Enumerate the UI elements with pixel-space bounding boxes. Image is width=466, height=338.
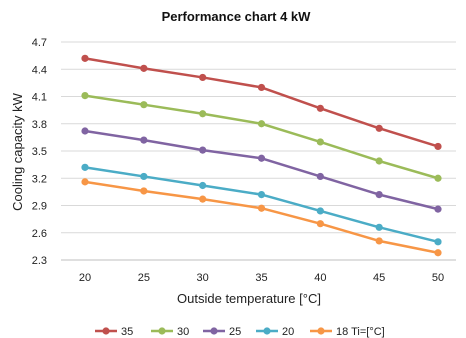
- x-tick-label: 40: [314, 272, 326, 284]
- series-2: [81, 127, 442, 213]
- y-tick-label: 4.1: [32, 92, 47, 104]
- data-point: [316, 220, 324, 228]
- data-point: [81, 178, 89, 186]
- x-tick-label: 35: [255, 272, 267, 284]
- data-point: [199, 73, 207, 82]
- y-tick-label: 3.8: [32, 119, 47, 131]
- data-point: [81, 163, 89, 171]
- data-point: [316, 138, 324, 146]
- y-tick-label: 4.7: [32, 37, 47, 49]
- y-tick-label: 2.3: [32, 255, 47, 267]
- series-1: [81, 91, 442, 182]
- data-point: [434, 174, 442, 182]
- y-tick-label: 3.2: [32, 173, 47, 185]
- x-tick-label: 45: [373, 272, 385, 284]
- legend-marker: [158, 327, 166, 335]
- legend-item: 25: [203, 326, 241, 338]
- series-4: [81, 178, 442, 257]
- data-point: [375, 157, 383, 165]
- data-point: [140, 64, 148, 72]
- data-point: [199, 146, 207, 154]
- data-point: [316, 172, 324, 181]
- data-point: [81, 127, 89, 135]
- y-tick-label: 4.4: [32, 64, 47, 76]
- legend-label: 25: [229, 326, 241, 338]
- data-point: [140, 136, 148, 144]
- data-point: [199, 195, 207, 203]
- data-point: [434, 238, 442, 246]
- data-point: [257, 204, 266, 212]
- x-tick-label: 30: [197, 272, 209, 284]
- data-point: [199, 181, 207, 190]
- legend-label: 18 Ti=[°C]: [336, 326, 385, 338]
- data-point: [199, 110, 207, 118]
- data-point: [81, 91, 89, 100]
- data-point: [257, 191, 266, 199]
- x-axis-title: Outside temperature [°C]: [177, 291, 321, 306]
- y-tick-label: 3.5: [32, 146, 47, 158]
- legend-item: 18 Ti=[°C]: [310, 326, 385, 338]
- data-point: [316, 104, 324, 112]
- legend-label: 30: [177, 326, 189, 338]
- series-3: [81, 163, 442, 246]
- legend-marker: [210, 327, 218, 335]
- series-0: [81, 54, 442, 151]
- y-tick-label: 2.9: [32, 201, 47, 213]
- data-point: [375, 124, 383, 132]
- legend-item: 35: [95, 326, 133, 338]
- data-point: [434, 205, 442, 213]
- y-tick-label: 2.6: [32, 228, 47, 240]
- x-tick-label: 20: [79, 272, 91, 284]
- y-tick-labels: 2.3 2.6 2.9 3.2 3.5 3.8 4.1 4.4 4.7: [32, 37, 47, 267]
- data-point: [375, 237, 383, 245]
- x-tick-labels: 20 25 30 35 40 45 50: [79, 272, 444, 284]
- legend-label: 20: [282, 326, 294, 338]
- data-point: [375, 223, 383, 231]
- data-point: [140, 172, 148, 181]
- data-point: [140, 101, 148, 109]
- series-line: [84, 57, 439, 148]
- legend-marker: [317, 327, 325, 335]
- data-point: [257, 83, 266, 92]
- legend: 35 30 25 20 18 Ti=[°C]: [95, 326, 385, 338]
- x-tick-label: 50: [432, 272, 444, 284]
- legend-item: 30: [151, 326, 189, 338]
- data-series: [81, 54, 442, 257]
- data-point: [81, 54, 89, 62]
- data-point: [434, 249, 442, 257]
- data-point: [257, 154, 266, 162]
- legend-marker: [102, 327, 110, 335]
- data-point: [257, 120, 266, 128]
- series-line: [84, 94, 439, 180]
- data-point: [140, 187, 148, 195]
- legend-label: 35: [121, 326, 133, 338]
- chart-title: Performance chart 4 kW: [162, 9, 312, 24]
- data-point: [434, 142, 442, 151]
- y-axis-title: Cooling capacity kW: [10, 92, 25, 210]
- legend-item: 20: [256, 326, 294, 338]
- data-point: [375, 191, 383, 199]
- legend-marker: [263, 327, 271, 335]
- data-point: [316, 207, 324, 215]
- x-tick-label: 25: [138, 272, 150, 284]
